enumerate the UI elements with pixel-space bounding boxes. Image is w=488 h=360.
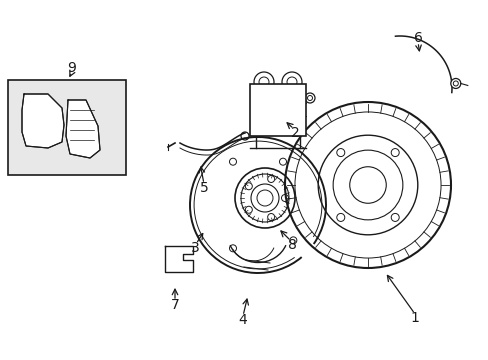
Text: 9: 9 <box>67 61 76 75</box>
Text: 1: 1 <box>410 311 419 325</box>
Text: 5: 5 <box>199 181 208 195</box>
Polygon shape <box>22 94 64 148</box>
Bar <box>249 84 305 136</box>
Text: 8: 8 <box>287 238 296 252</box>
Circle shape <box>450 78 460 89</box>
Circle shape <box>305 93 314 103</box>
Circle shape <box>253 72 273 92</box>
Text: 3: 3 <box>190 241 199 255</box>
Circle shape <box>282 72 302 92</box>
Text: 4: 4 <box>238 313 247 327</box>
Bar <box>8 80 126 175</box>
Text: 2: 2 <box>290 126 299 140</box>
Polygon shape <box>66 100 100 158</box>
Text: 7: 7 <box>170 298 179 312</box>
Text: 6: 6 <box>413 31 422 45</box>
